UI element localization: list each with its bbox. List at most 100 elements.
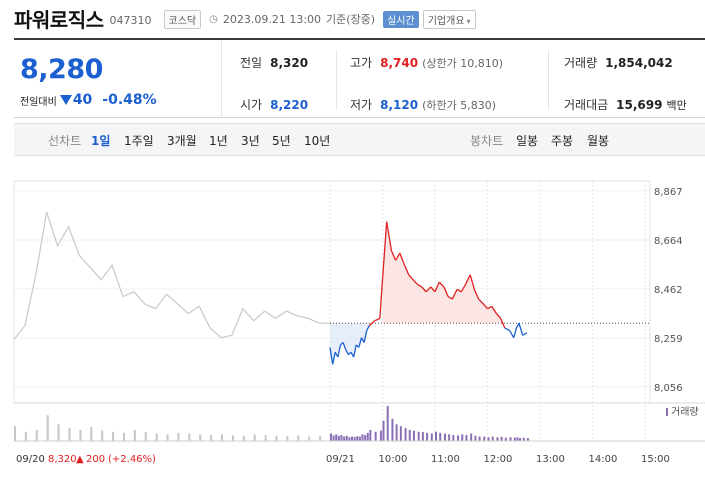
volume-value: 1,854,042 (605, 56, 673, 70)
volume-bar (374, 431, 377, 441)
low-value: 8,120 (380, 98, 419, 112)
today-line-segment (390, 250, 397, 261)
volume-bar (443, 433, 446, 441)
change-label: 전일대비 (20, 96, 57, 108)
volume-bar (319, 435, 322, 441)
open-value: 8,220 (270, 98, 309, 112)
above-baseline-fill (382, 221, 527, 324)
quote-panel: 8,280 전일대비 40 -0.48% 전일 8,320 고가 8,740 (… (14, 38, 705, 118)
time-tick-label: 14:00 (589, 454, 618, 465)
company-overview-button[interactable]: 기업개요 ▾ (422, 9, 476, 29)
volume-bar (112, 431, 115, 441)
today-line-segment (464, 274, 471, 285)
time-tick-label: 11:00 (431, 454, 460, 465)
today-line-segment (508, 330, 515, 339)
period-1w[interactable]: 1주일 (124, 134, 154, 148)
volume-bar (417, 431, 420, 441)
today-line-segment (412, 279, 419, 285)
volume-bar (68, 428, 71, 441)
volume-bar (516, 437, 519, 441)
today-line-segment (518, 323, 524, 336)
volume-bar (286, 436, 289, 441)
price-change: 전일대비 40 -0.48% (20, 92, 157, 108)
volume-bar (264, 435, 267, 441)
divider (336, 50, 337, 110)
price-tick-label: 8,664 (654, 236, 683, 247)
stock-name: 파워로직스 (14, 7, 104, 32)
today-line-segment (342, 342, 347, 351)
volume-legend: 거래량 (671, 406, 699, 418)
candle-weekly[interactable]: 주봉 (551, 134, 574, 148)
volume-label: 거래량 (564, 56, 598, 70)
today-line-segment (460, 284, 467, 293)
price-chart[interactable]: 8,867 8,664 8,462 8,259 8,056 09/21 10:00 11:0… (0, 156, 705, 478)
today-line-segment (478, 298, 484, 305)
volume-bar (364, 435, 367, 441)
today-line-segment (495, 313, 502, 319)
volume-bar (155, 433, 158, 441)
today-line-segment (482, 303, 488, 310)
volume-bar (474, 435, 477, 441)
period-5y[interactable]: 5년 (272, 134, 291, 148)
volume-bar (330, 433, 332, 441)
volume-bar (496, 437, 499, 441)
volume-bar (483, 436, 486, 441)
prev-day-line (13, 211, 330, 340)
period-3m[interactable]: 3개월 (167, 134, 197, 148)
today-line-segment (395, 252, 401, 261)
volume-bar (430, 433, 433, 441)
period-1y[interactable]: 1년 (209, 134, 228, 148)
volume-bar (386, 405, 389, 441)
today-line-segment (386, 221, 393, 251)
today-line-segment (368, 320, 376, 327)
time-tick-label: 13:00 (536, 454, 565, 465)
time-tick-label: 09/21 (326, 454, 355, 465)
volume-bar (144, 432, 147, 441)
today-line-segment (417, 283, 423, 288)
today-line-segment (438, 281, 445, 288)
low: 저가 8,120 (하한가 5,830) (350, 96, 496, 113)
period-10y[interactable]: 10년 (304, 134, 331, 148)
time-tick-label: 10:00 (379, 454, 408, 465)
candle-daily[interactable]: 일봉 (516, 134, 539, 148)
volume-bar (210, 435, 213, 441)
candle-monthly[interactable]: 월봉 (587, 134, 610, 148)
volume-bar (242, 435, 245, 441)
today-line-segment (430, 286, 436, 293)
period-3y[interactable]: 3년 (241, 134, 260, 148)
volume-bar (457, 435, 460, 441)
today-line-segment (515, 322, 520, 329)
volume-bar (461, 434, 464, 441)
volume-bar (351, 436, 353, 441)
today-line-segment (337, 344, 342, 358)
turnover: 거래대금 15,699 백만 (564, 96, 687, 113)
volume-bar (519, 438, 521, 441)
turnover-label: 거래대금 (564, 98, 609, 112)
prev-day-date: 09/20 (16, 454, 45, 465)
price-tick-label: 8,056 (654, 383, 683, 394)
market-badge: 코스닥 (163, 9, 202, 29)
today-line-segment (358, 337, 363, 348)
volume-bar (356, 436, 359, 441)
current-price: 8,280 (20, 54, 103, 85)
volume-bar (395, 424, 398, 441)
today-line-segment (473, 289, 480, 300)
open: 시가 8,220 (240, 96, 308, 113)
volume-bar (24, 431, 27, 441)
prev-day-change-pct: (+2.46%) (108, 454, 156, 465)
volume-bar (335, 434, 338, 441)
realtime-button[interactable]: 실시간 (383, 10, 419, 28)
current-price-box: 8,280 전일대비 40 -0.48% (14, 40, 222, 118)
volume-bar (275, 435, 278, 441)
volume-bar (426, 432, 429, 441)
volume-bar (101, 430, 104, 441)
volume-bar (340, 435, 343, 441)
line-chart-label: 선차트 (48, 134, 82, 148)
today-line-segment (513, 327, 518, 338)
company-overview-label: 기업개요 (427, 15, 465, 27)
period-1d[interactable]: 1일 (91, 134, 111, 148)
volume-bar (526, 438, 529, 441)
below-baseline-fill (330, 323, 383, 365)
volume-bar (57, 424, 60, 441)
change-percent: -0.48% (102, 92, 157, 108)
